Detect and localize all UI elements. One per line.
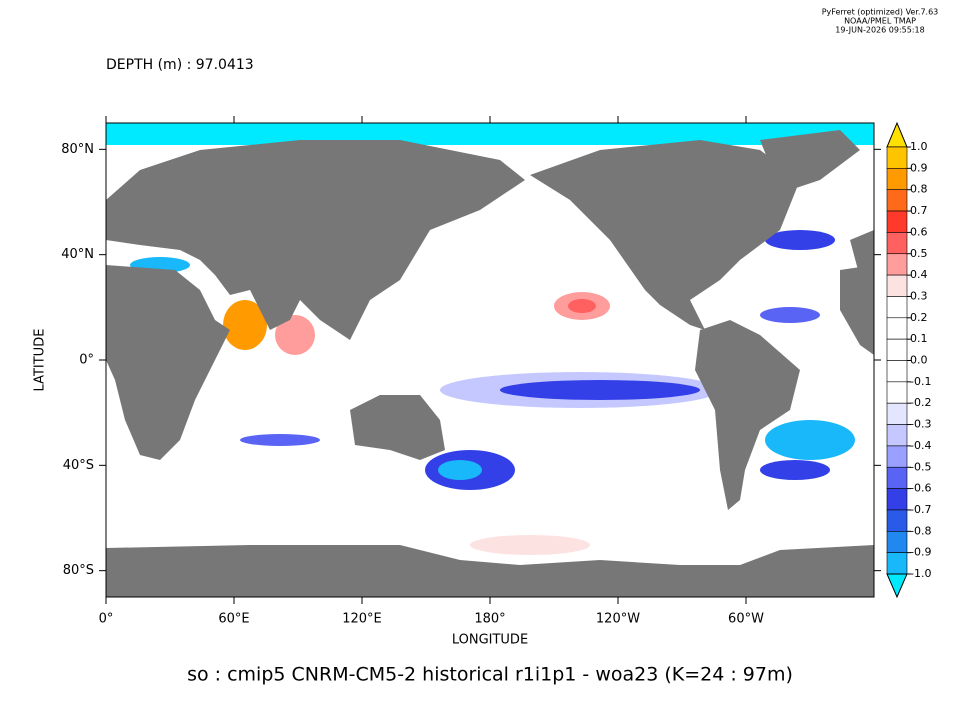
- colorbar-bin: [886, 530, 908, 553]
- anomaly: [438, 460, 482, 480]
- colorbar-bin: [886, 296, 908, 319]
- land: [760, 130, 860, 190]
- colorbar-label: -1.0: [910, 567, 931, 580]
- anomaly: [765, 420, 855, 460]
- x-tick-label: 0°: [99, 612, 114, 627]
- land: [106, 140, 525, 340]
- anomaly: [223, 300, 267, 350]
- anomaly: [500, 380, 700, 400]
- anomaly: [760, 307, 820, 323]
- subtitle: DEPTH (m) : 97.0413: [106, 57, 254, 73]
- anomaly: [240, 434, 320, 446]
- colorbar-bin: [886, 168, 908, 191]
- colorbar-bin: [886, 509, 908, 532]
- colorbar-bin: [886, 253, 908, 276]
- colorbar-label: 0.2: [910, 311, 928, 324]
- colorbar-bin: [886, 424, 908, 447]
- x-tick-label: 120°W: [596, 612, 640, 627]
- colorbar-bin: [886, 232, 908, 255]
- colorbar-label: 0.5: [910, 247, 928, 260]
- land: [106, 545, 874, 597]
- header-line: 19-JUN-2026 09:55:18: [835, 26, 924, 35]
- colorbar-label: 0.7: [910, 204, 928, 217]
- colorbar-bin: [886, 274, 908, 297]
- land: [530, 140, 800, 330]
- colorbar-bin: [886, 466, 908, 489]
- x-axis-label: LONGITUDE: [452, 633, 528, 648]
- land: [850, 230, 874, 270]
- colorbar-underflow: [886, 573, 908, 599]
- colorbar-bin: [886, 445, 908, 468]
- x-tick-label: 120°E: [342, 612, 382, 627]
- colorbar-bin: [886, 381, 908, 404]
- y-axis-label: LATITUDE: [33, 329, 48, 392]
- colorbar-label: -0.1: [910, 375, 931, 388]
- colorbar-bin: [886, 402, 908, 425]
- colorbar-label: -0.5: [910, 460, 931, 473]
- anomaly: [275, 315, 315, 355]
- land: [350, 395, 445, 460]
- land: [840, 265, 874, 355]
- colorbar-label: -0.3: [910, 418, 931, 431]
- colorbar-label: 0.6: [910, 225, 928, 238]
- anomaly: [568, 299, 596, 313]
- colorbar-bin: [886, 146, 908, 169]
- colorbar-overflow: [886, 121, 908, 148]
- y-tick-label: 80°N: [61, 142, 94, 157]
- colorbar-label: -0.8: [910, 524, 931, 537]
- colorbar-label: -0.9: [910, 546, 931, 559]
- colorbar-label: -0.4: [910, 439, 931, 452]
- colorbar-bin: [886, 360, 908, 383]
- anomaly: [760, 460, 830, 480]
- colorbar-label: -0.6: [910, 482, 931, 495]
- colorbar-bin: [886, 488, 908, 511]
- y-tick-label: 80°S: [63, 563, 94, 578]
- colorbar-label: 0.8: [910, 183, 928, 196]
- colorbar-label: 0.3: [910, 289, 928, 302]
- colorbar-label: 0.0: [910, 354, 928, 367]
- arctic-anomaly: [106, 123, 874, 145]
- x-tick-label: 60°W: [728, 612, 764, 627]
- colorbar-label: -0.2: [910, 396, 931, 409]
- y-tick-label: 40°S: [63, 458, 94, 473]
- colorbar-label: 0.1: [910, 332, 928, 345]
- colorbar-label: 1.0: [910, 140, 928, 153]
- x-tick-label: 180°: [474, 612, 505, 627]
- land: [695, 320, 800, 510]
- y-tick-label: 40°N: [61, 247, 94, 262]
- x-tick-label: 60°E: [218, 612, 249, 627]
- colorbar-bin: [886, 189, 908, 212]
- colorbar-bin: [886, 317, 908, 340]
- colorbar-bin: [886, 210, 908, 233]
- colorbar-label: 0.9: [910, 161, 928, 174]
- colorbar-bin: [886, 338, 908, 361]
- colorbar-bin: [886, 552, 908, 575]
- anomaly: [765, 230, 835, 250]
- colorbar-label: -0.7: [910, 503, 931, 516]
- map: [105, 122, 875, 598]
- chart-title: so : cmip5 CNRM-CM5-2 historical r1i1p1 …: [187, 664, 793, 686]
- anomaly: [470, 535, 590, 555]
- header-line: PyFerret (optimized) Ver.7.63: [822, 8, 939, 17]
- header-line: NOAA/PMEL TMAP: [844, 17, 916, 26]
- y-tick-label: 0°: [79, 353, 94, 368]
- land: [106, 265, 230, 460]
- colorbar-label: 0.4: [910, 268, 928, 281]
